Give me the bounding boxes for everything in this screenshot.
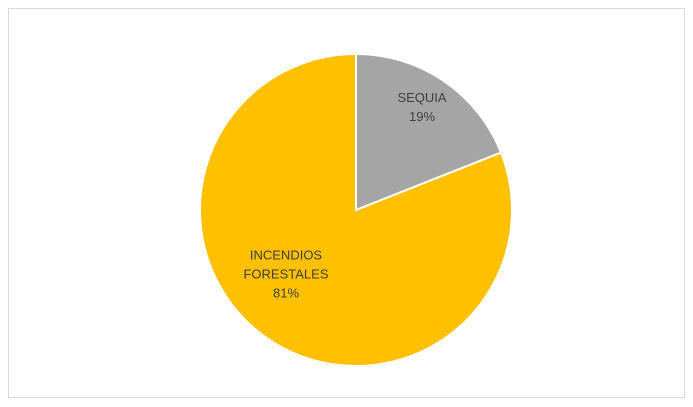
data-label-category: INCENDIOS bbox=[250, 247, 323, 262]
pie-slice-incendios-forestales bbox=[199, 52, 513, 367]
data-label-percent: 19% bbox=[409, 109, 435, 124]
data-label-percent: 81% bbox=[273, 285, 299, 300]
pie-slices bbox=[199, 52, 513, 367]
data-label-category: SEQUIA bbox=[397, 90, 446, 105]
pie-slice-sequia bbox=[355, 52, 503, 212]
slice-labels: SEQUIA 19% INCENDIOS FORESTALES 81% bbox=[243, 90, 446, 301]
data-label-category: FORESTALES bbox=[243, 266, 328, 281]
